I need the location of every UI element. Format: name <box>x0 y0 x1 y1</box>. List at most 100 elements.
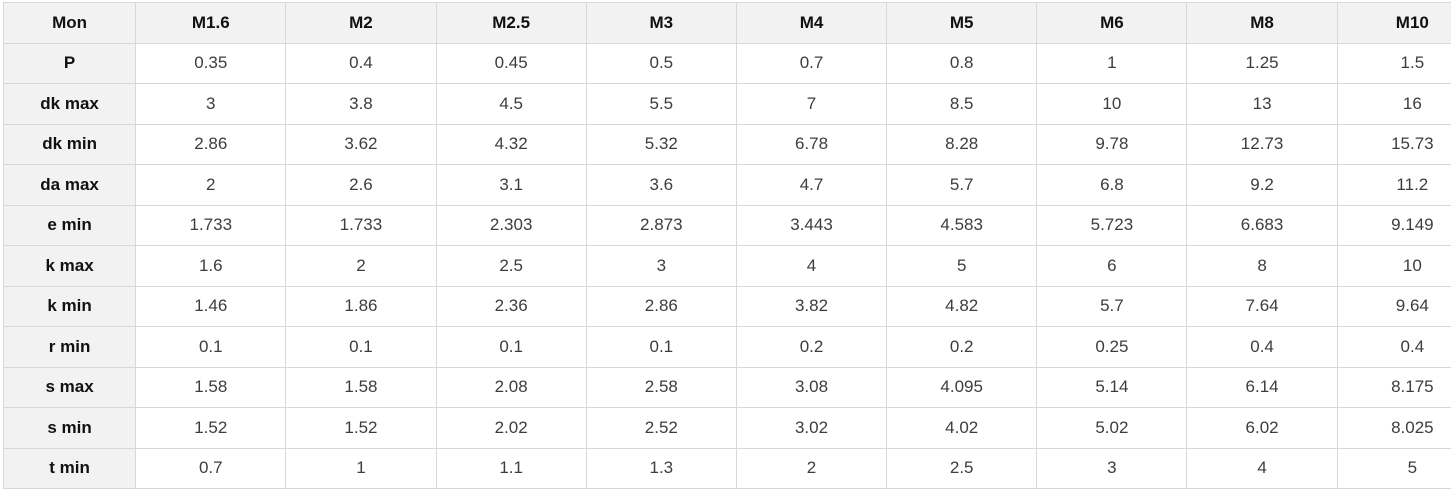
row-header-cell: P <box>2 42 137 84</box>
value-cell: 0.2 <box>735 326 888 368</box>
table-body: P 0.35 0.4 0.45 0.5 0.7 0.8 1 1.25 1.5 dk max 3 3.8 4… <box>2 42 1451 489</box>
value-cell: 0.1 <box>135 326 287 368</box>
table-row: da max 2 2.6 3.1 3.6 4.7 5.7 6.8 9.2 11.2 <box>2 164 1451 206</box>
value-cell: 2 <box>735 447 888 489</box>
value-cell: 0.1 <box>435 326 587 368</box>
value-cell: 3 <box>135 83 287 125</box>
row-header-cell: dk min <box>2 123 137 165</box>
value-cell: 3.02 <box>735 407 888 449</box>
value-cell: 2 <box>285 245 437 287</box>
value-cell: 0.8 <box>886 42 1038 84</box>
row-header-cell: r min <box>2 326 137 368</box>
value-cell: 1.52 <box>135 407 287 449</box>
value-cell: 1 <box>285 447 437 489</box>
value-cell: 15.73 <box>1336 123 1451 165</box>
table-row: s min 1.52 1.52 2.02 2.52 3.02 4.02 5.02 6.02 8.0… <box>2 407 1451 449</box>
value-cell: 1.3 <box>585 447 737 489</box>
table-row: e min 1.733 1.733 2.303 2.873 3.443 4.583 5.723… <box>2 204 1451 246</box>
value-cell: 7 <box>735 83 888 125</box>
value-cell: 0.5 <box>585 42 737 84</box>
value-cell: 4.095 <box>886 366 1038 408</box>
value-cell: 9.2 <box>1186 164 1338 206</box>
column-header-cell: M8 <box>1186 2 1338 44</box>
table-row: P 0.35 0.4 0.45 0.5 0.7 0.8 1 1.25 1.5 <box>2 42 1451 84</box>
value-cell: 2.5 <box>435 245 587 287</box>
value-cell: 1 <box>1036 42 1188 84</box>
value-cell: 2.86 <box>585 285 737 327</box>
table-row: t min 0.7 1 1.1 1.3 2 2.5 3 4 5 <box>2 447 1451 489</box>
value-cell: 8 <box>1186 245 1338 287</box>
value-cell: 0.7 <box>135 447 287 489</box>
value-cell: 2.86 <box>135 123 287 165</box>
value-cell: 6.14 <box>1186 366 1338 408</box>
value-cell: 9.149 <box>1336 204 1451 246</box>
value-cell: 2.52 <box>585 407 737 449</box>
column-header-cell: M10 <box>1336 2 1451 44</box>
value-cell: 6.78 <box>735 123 888 165</box>
value-cell: 2.5 <box>886 447 1038 489</box>
value-cell: 1.733 <box>135 204 287 246</box>
value-cell: 0.2 <box>886 326 1038 368</box>
column-header-cell: M3 <box>585 2 737 44</box>
table-row: k min 1.46 1.86 2.36 2.86 3.82 4.82 5.7 7.64 9.64 <box>2 285 1451 327</box>
row-header-cell: dk max <box>2 83 137 125</box>
value-cell: 4.32 <box>435 123 587 165</box>
value-cell: 6.683 <box>1186 204 1338 246</box>
value-cell: 2.873 <box>585 204 737 246</box>
value-cell: 2.02 <box>435 407 587 449</box>
table-row: s max 1.58 1.58 2.08 2.58 3.08 4.095 5.14 6.14 8.… <box>2 366 1451 408</box>
row-header-cell: t min <box>2 447 137 489</box>
value-cell: 10 <box>1336 245 1451 287</box>
value-cell: 5 <box>1336 447 1451 489</box>
value-cell: 3.6 <box>585 164 737 206</box>
value-cell: 10 <box>1036 83 1188 125</box>
row-header-cell: da max <box>2 164 137 206</box>
value-cell: 4.7 <box>735 164 888 206</box>
value-cell: 2.303 <box>435 204 587 246</box>
value-cell: 3.62 <box>285 123 437 165</box>
corner-header-cell: Mon <box>2 2 137 44</box>
value-cell: 1.46 <box>135 285 287 327</box>
value-cell: 4.82 <box>886 285 1038 327</box>
value-cell: 0.35 <box>135 42 287 84</box>
value-cell: 5.5 <box>585 83 737 125</box>
value-cell: 5.723 <box>1036 204 1188 246</box>
value-cell: 4 <box>1186 447 1338 489</box>
value-cell: 2.6 <box>285 164 437 206</box>
value-cell: 0.4 <box>1186 326 1338 368</box>
value-cell: 2.58 <box>585 366 737 408</box>
column-header-cell: M6 <box>1036 2 1188 44</box>
value-cell: 6 <box>1036 245 1188 287</box>
value-cell: 1.58 <box>135 366 287 408</box>
value-cell: 3.443 <box>735 204 888 246</box>
row-header-cell: k max <box>2 245 137 287</box>
value-cell: 2 <box>135 164 287 206</box>
value-cell: 2.36 <box>435 285 587 327</box>
value-cell: 4.583 <box>886 204 1038 246</box>
value-cell: 8.5 <box>886 83 1038 125</box>
value-cell: 5.7 <box>886 164 1038 206</box>
row-header-cell: s max <box>2 366 137 408</box>
value-cell: 6.8 <box>1036 164 1188 206</box>
value-cell: 1.25 <box>1186 42 1338 84</box>
value-cell: 3.08 <box>735 366 888 408</box>
value-cell: 3.1 <box>435 164 587 206</box>
value-cell: 2.08 <box>435 366 587 408</box>
value-cell: 5.32 <box>585 123 737 165</box>
table-row: dk min 2.86 3.62 4.32 5.32 6.78 8.28 9.78 12.73 1… <box>2 123 1451 165</box>
value-cell: 4.02 <box>886 407 1038 449</box>
value-cell: 13 <box>1186 83 1338 125</box>
value-cell: 3 <box>1036 447 1188 489</box>
value-cell: 12.73 <box>1186 123 1338 165</box>
value-cell: 0.1 <box>585 326 737 368</box>
value-cell: 0.45 <box>435 42 587 84</box>
header-row: Mon M1.6 M2 M2.5 M3 M4 M5 M6 M8 M10 <box>2 2 1451 44</box>
value-cell: 8.28 <box>886 123 1038 165</box>
value-cell: 0.4 <box>1336 326 1451 368</box>
value-cell: 0.1 <box>285 326 437 368</box>
value-cell: 3.82 <box>735 285 888 327</box>
value-cell: 0.25 <box>1036 326 1188 368</box>
table-header: Mon M1.6 M2 M2.5 M3 M4 M5 M6 M8 M10 <box>2 2 1451 44</box>
value-cell: 1.58 <box>285 366 437 408</box>
row-header-cell: e min <box>2 204 137 246</box>
